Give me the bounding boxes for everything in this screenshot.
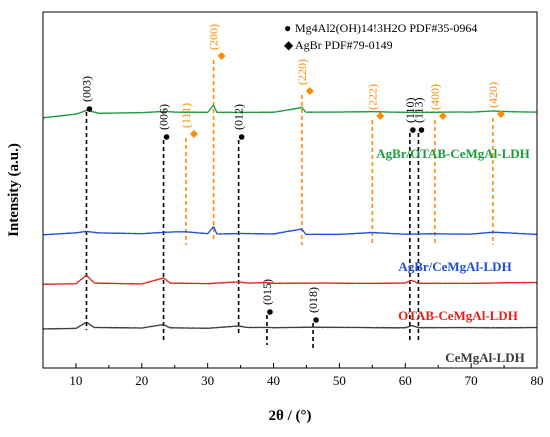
agbr-marker: [217, 52, 226, 60]
hkl-label-11: (400): [428, 84, 442, 110]
hkl-label-6: (220): [295, 59, 309, 85]
x-tick-label: 30: [201, 373, 214, 388]
hkl-label-5: (015): [260, 279, 274, 305]
hkl-labels: (003) (006) (111) (200) (012) (015) (220) (018)…: [79, 24, 499, 313]
legend-label-agbr: AgBr PDF#79-0149: [295, 38, 393, 52]
hkl-label-8: (222): [365, 84, 379, 110]
hkl-label-7: (018): [306, 287, 320, 313]
series-name-2: OTAB-CeMgAl-LDH: [398, 308, 518, 323]
agbr-marker: [305, 87, 314, 95]
x-tick-label: 20: [135, 373, 148, 388]
series-line-3: [42, 321, 538, 330]
hkl-label-9: (110): [403, 97, 417, 123]
series-names: AgBr/OTAB-CeMgAl-LDH AgBr/CeMgAl-LDH OTAB-…: [376, 146, 530, 365]
x-tick-label: 40: [267, 373, 280, 388]
series-line-2: [42, 274, 538, 286]
y-axis-title: Intensity (a.u.): [6, 143, 22, 237]
hkl-label-4: (012): [232, 104, 246, 130]
series-name-0: AgBr/OTAB-CeMgAl-LDH: [376, 146, 530, 161]
series-line-0: [42, 104, 538, 119]
x-tick-label: 70: [465, 373, 478, 388]
legend-marker-ldh: ●: [284, 21, 291, 35]
series-layer: [42, 104, 538, 330]
agbr-marker: [496, 110, 505, 118]
ldh-marker: [163, 134, 170, 140]
hkl-label-2: (111): [179, 103, 193, 128]
peak-markers: [86, 52, 505, 323]
ldh-marker: [410, 127, 416, 133]
ldh-marker: [267, 309, 273, 315]
legend-label-ldh: Mg4Al2(OH)14!3H2O PDF#35-0964: [295, 21, 477, 35]
x-tick-label: 10: [69, 373, 82, 388]
hkl-label-0: (003): [79, 76, 93, 102]
ldh-marker: [313, 317, 319, 323]
series-name-1: AgBr/CeMgAl-LDH: [398, 259, 511, 274]
legend-marker-agbr: ◆: [284, 38, 294, 52]
ldh-marker: [418, 127, 425, 133]
plot-frame: [42, 11, 538, 369]
x-tick-label: 80: [531, 373, 544, 388]
x-tick-label: 60: [399, 373, 412, 388]
agbr-marker: [438, 112, 447, 120]
ldh-marker: [238, 134, 245, 140]
x-axis: 10 20 30 40 50 60 70 80: [42, 363, 544, 388]
reference-lines: [85, 60, 494, 350]
x-axis-title: 2θ / (°): [269, 408, 312, 424]
hkl-label-10: (113): [411, 97, 425, 123]
agbr-marker: [376, 112, 385, 120]
hkl-label-12: (420): [486, 82, 500, 108]
x-tick-label: 50: [333, 373, 346, 388]
agbr-marker: [189, 130, 198, 138]
series-name-3: CeMgAl-LDH: [445, 350, 524, 365]
hkl-label-3: (200): [207, 24, 221, 50]
hkl-label-1: (006): [157, 104, 171, 130]
series-line-1: [42, 225, 538, 236]
ldh-marker: [86, 106, 93, 112]
legend: ● Mg4Al2(OH)14!3H2O PDF#35-0964 ◆ AgBr P…: [284, 21, 477, 52]
